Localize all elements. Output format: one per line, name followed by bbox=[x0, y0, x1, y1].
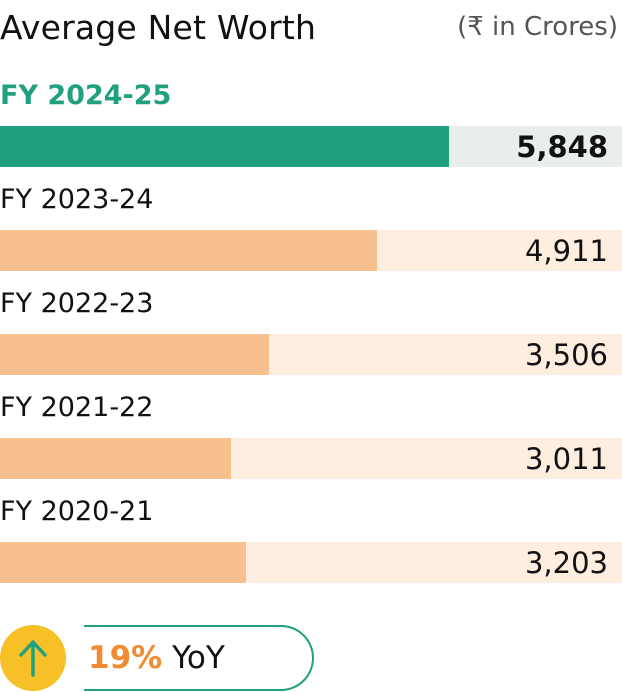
yoy-percent: 19% bbox=[88, 640, 163, 676]
bar-track: 3,011 bbox=[0, 438, 622, 479]
yoy-pill: 19% YoY bbox=[84, 625, 314, 691]
bar bbox=[0, 438, 231, 479]
arrow-up-icon bbox=[19, 640, 47, 677]
category-label: FY 2023-24 bbox=[0, 184, 154, 215]
bar-value-label: 4,911 bbox=[524, 233, 608, 268]
bar-value-label: 3,011 bbox=[524, 441, 608, 476]
yoy-text: 19% YoY bbox=[88, 640, 225, 676]
category-label: FY 2022-23 bbox=[0, 288, 154, 319]
bar-track: 3,506 bbox=[0, 334, 622, 375]
bar-track: 3,203 bbox=[0, 542, 622, 583]
bar-value-label: 3,506 bbox=[524, 337, 608, 372]
unit-label: (₹ in Crores) bbox=[457, 12, 618, 42]
bar-value-label: 3,203 bbox=[524, 545, 608, 580]
category-label: FY 2024-25 bbox=[0, 80, 172, 111]
bar bbox=[0, 334, 269, 375]
chart-title: Average Net Worth bbox=[0, 8, 317, 47]
bar bbox=[0, 126, 449, 167]
bar-value-label: 5,848 bbox=[516, 129, 608, 164]
bar bbox=[0, 230, 377, 271]
category-label: FY 2021-22 bbox=[0, 392, 154, 423]
bar-track: 4,911 bbox=[0, 230, 622, 271]
category-label: FY 2020-21 bbox=[0, 496, 154, 527]
bar-track: 5,848 bbox=[0, 126, 622, 167]
yoy-badge bbox=[0, 625, 66, 691]
yoy-label: YoY bbox=[172, 640, 225, 676]
bar bbox=[0, 542, 246, 583]
